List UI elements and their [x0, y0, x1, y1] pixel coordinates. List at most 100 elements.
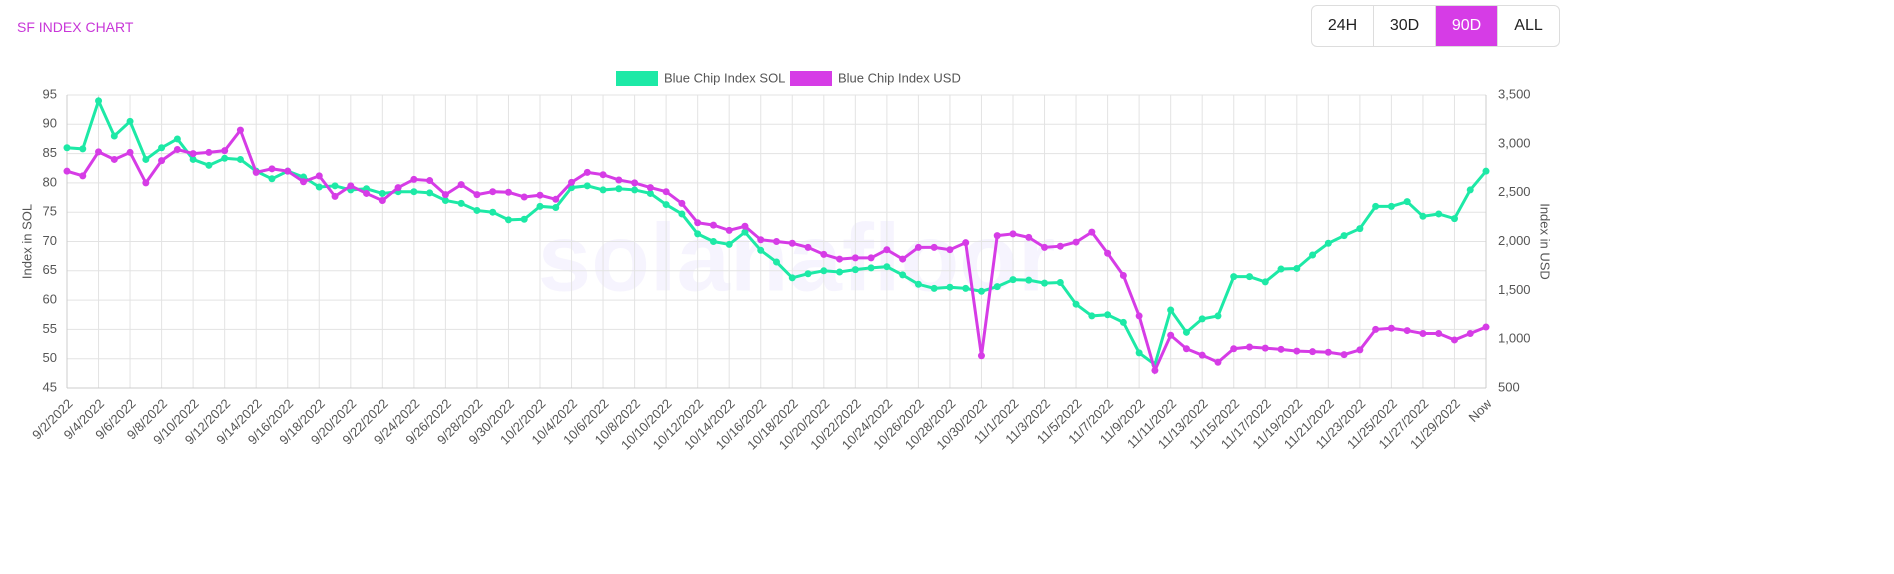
- data-point: [142, 179, 150, 187]
- data-point: [1372, 325, 1380, 333]
- y-tick-label: 90: [43, 116, 57, 131]
- data-point: [1466, 330, 1474, 338]
- data-point: [441, 191, 449, 199]
- data-point: [457, 199, 465, 207]
- data-point: [883, 263, 891, 271]
- data-point: [583, 182, 591, 190]
- data-point: [1293, 347, 1301, 355]
- data-point: [1324, 348, 1332, 356]
- data-point: [284, 167, 292, 175]
- range-button[interactable]: 24H: [1327, 17, 1358, 34]
- data-point: [662, 201, 670, 209]
- data-point: [110, 155, 118, 163]
- data-point: [1261, 278, 1269, 286]
- data-point: [1151, 366, 1159, 374]
- data-point: [1356, 346, 1364, 354]
- data-point: [773, 238, 780, 245]
- data-point: [709, 221, 717, 229]
- data-point: [662, 188, 670, 196]
- data-point: [520, 193, 528, 201]
- data-point: [678, 210, 686, 218]
- data-point: [1104, 311, 1112, 319]
- data-point: [646, 189, 654, 197]
- y-tick-label: 95: [43, 86, 57, 101]
- data-point: [1403, 327, 1411, 335]
- data-point: [142, 155, 150, 163]
- data-point: [1041, 279, 1049, 287]
- data-point: [615, 176, 623, 184]
- data-point: [95, 97, 103, 105]
- data-point: [725, 240, 733, 248]
- data-point: [757, 246, 765, 254]
- data-point: [158, 144, 166, 152]
- data-point: [1324, 239, 1332, 247]
- data-point: [1419, 212, 1427, 220]
- data-point: [804, 243, 812, 251]
- data-point: [1182, 328, 1190, 336]
- title: SF INDEX CHART: [17, 19, 134, 35]
- data-point: [946, 246, 954, 254]
- legend-label: Blue Chip Index USD: [838, 70, 961, 85]
- legend-swatch: [616, 71, 658, 86]
- y2-tick-label: 3,000: [1498, 135, 1531, 150]
- data-point: [1088, 312, 1096, 320]
- y2-tick-label: 2,000: [1498, 233, 1531, 248]
- range-buttons: 24H 30D 90D ALL: [1311, 5, 1560, 47]
- data-point: [189, 155, 197, 163]
- data-point: [221, 147, 229, 155]
- data-point: [1041, 243, 1049, 251]
- data-point: [426, 189, 434, 197]
- data-point: [962, 284, 970, 292]
- data-point: [883, 246, 891, 254]
- data-point: [914, 243, 922, 251]
- y2-axis-label: Index in USD: [1538, 203, 1553, 280]
- data-point: [1167, 331, 1175, 339]
- data-point: [1466, 186, 1474, 194]
- data-point: [221, 154, 229, 162]
- data-point: [1119, 271, 1127, 279]
- data-point: [820, 267, 828, 275]
- data-point: [1340, 232, 1348, 240]
- data-point: [205, 148, 213, 156]
- y-tick-label: 50: [43, 350, 57, 365]
- data-point: [631, 186, 639, 194]
- y-tick-label: 60: [43, 292, 57, 307]
- data-point: [158, 157, 166, 165]
- data-point: [1246, 273, 1253, 281]
- data-point: [867, 254, 875, 262]
- data-point: [189, 150, 197, 158]
- data-point: [315, 172, 323, 180]
- range-button[interactable]: 90D: [1435, 6, 1497, 46]
- data-point: [646, 184, 654, 192]
- data-point: [1056, 242, 1064, 250]
- data-point: [757, 236, 765, 244]
- data-point: [79, 172, 87, 180]
- data-point: [552, 204, 560, 212]
- range-button[interactable]: ALL: [1497, 6, 1559, 46]
- data-point: [1198, 351, 1206, 359]
- data-point: [473, 191, 481, 199]
- y-tick-label: 80: [43, 174, 57, 189]
- data-point: [1482, 323, 1490, 331]
- y-tick-label: 70: [43, 233, 57, 248]
- data-point: [63, 144, 71, 152]
- data-point: [110, 132, 118, 140]
- data-point: [1167, 306, 1175, 314]
- range-button[interactable]: 30D: [1373, 6, 1435, 46]
- data-point: [173, 135, 181, 143]
- legend-swatch: [790, 71, 832, 86]
- data-point: [678, 199, 686, 207]
- data-point: [1025, 233, 1033, 241]
- data-point: [1009, 230, 1017, 238]
- data-point: [977, 352, 985, 360]
- data-point: [1261, 344, 1269, 352]
- data-point: [615, 185, 623, 193]
- data-point: [173, 145, 181, 153]
- data-point: [205, 161, 213, 169]
- data-point: [520, 215, 528, 223]
- watermark: solanafloor: [538, 204, 1055, 311]
- data-point: [489, 208, 497, 216]
- data-point: [331, 182, 339, 190]
- data-point: [977, 287, 985, 295]
